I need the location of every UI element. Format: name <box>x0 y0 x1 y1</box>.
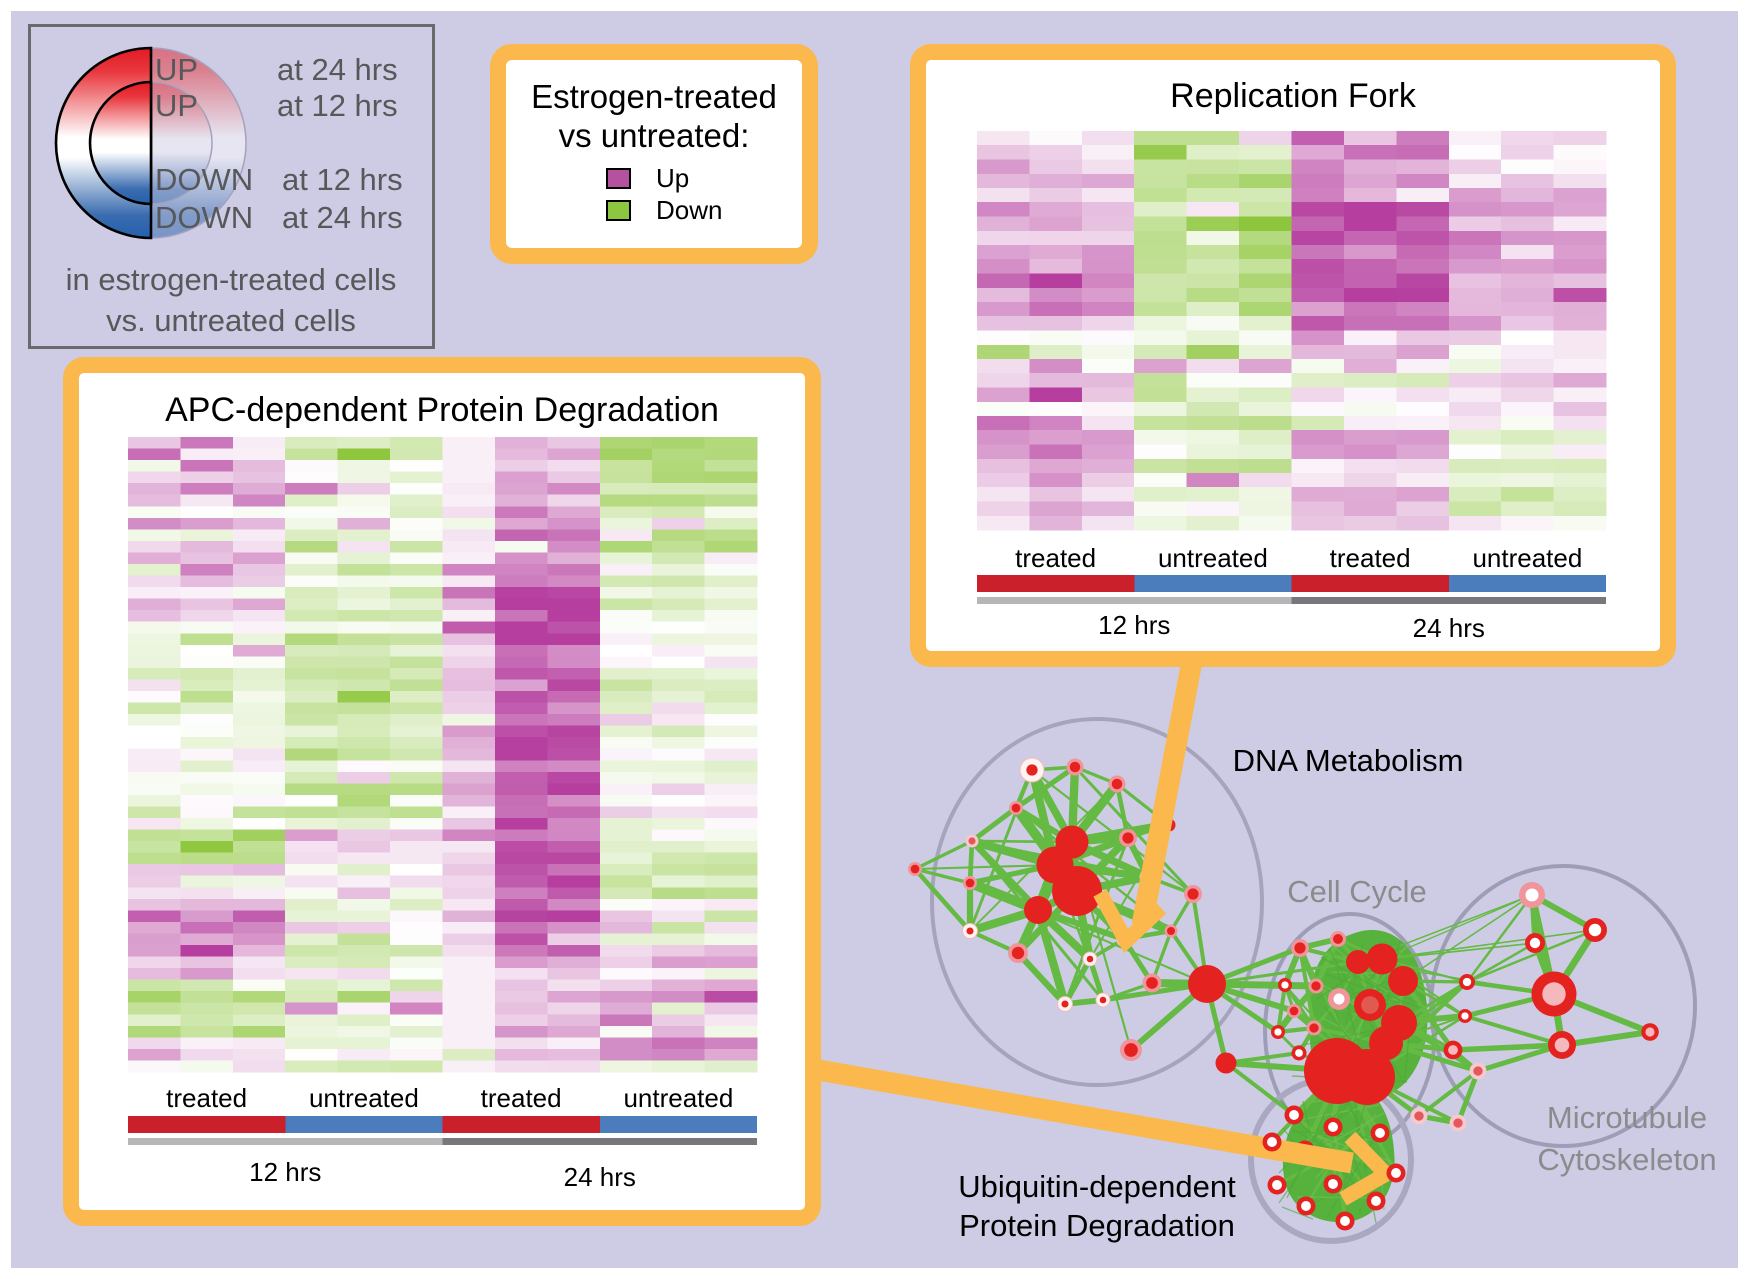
svg-text:Cytoskeleton: Cytoskeleton <box>1537 1142 1716 1177</box>
svg-text:Cell Cycle: Cell Cycle <box>1287 874 1427 909</box>
svg-text:in estrogen-treated cells: in estrogen-treated cells <box>66 262 397 297</box>
svg-text:Estrogen-treated: Estrogen-treated <box>531 78 777 115</box>
svg-text:Replication Fork: Replication Fork <box>1170 77 1417 115</box>
svg-text:at 12 hrs: at 12 hrs <box>277 88 398 123</box>
svg-text:Protein Degradation: Protein Degradation <box>959 1208 1235 1243</box>
svg-text:12 hrs: 12 hrs <box>1098 610 1170 640</box>
svg-text:treated: treated <box>1015 543 1096 573</box>
svg-text:24 hrs: 24 hrs <box>564 1162 636 1192</box>
svg-text:APC-dependent Protein Degradat: APC-dependent Protein Degradation <box>165 391 719 429</box>
svg-text:Down: Down <box>656 195 722 225</box>
svg-text:DOWN: DOWN <box>155 162 253 197</box>
svg-text:24 hrs: 24 hrs <box>1413 613 1485 643</box>
svg-text:12 hrs: 12 hrs <box>249 1157 321 1187</box>
svg-text:DOWN: DOWN <box>155 200 253 235</box>
svg-text:at 12 hrs: at 12 hrs <box>282 162 403 197</box>
svg-text:treated: treated <box>481 1083 562 1113</box>
svg-text:DNA Metabolism: DNA Metabolism <box>1233 743 1464 778</box>
svg-text:Up: Up <box>656 163 689 193</box>
svg-text:at 24 hrs: at 24 hrs <box>277 52 398 87</box>
svg-text:vs. untreated cells: vs. untreated cells <box>106 303 356 338</box>
svg-text:untreated: untreated <box>1158 543 1268 573</box>
svg-text:untreated: untreated <box>309 1083 419 1113</box>
svg-text:untreated: untreated <box>623 1083 733 1113</box>
svg-text:at 24 hrs: at 24 hrs <box>282 200 403 235</box>
svg-text:vs untreated:: vs untreated: <box>559 117 750 154</box>
svg-text:Ubiquitin-dependent: Ubiquitin-dependent <box>958 1169 1236 1204</box>
svg-text:treated: treated <box>1330 543 1411 573</box>
svg-text:treated: treated <box>166 1083 247 1113</box>
svg-text:UP: UP <box>155 88 198 123</box>
svg-text:UP: UP <box>155 52 198 87</box>
svg-text:Microtubule: Microtubule <box>1547 1100 1707 1135</box>
svg-text:untreated: untreated <box>1472 543 1582 573</box>
